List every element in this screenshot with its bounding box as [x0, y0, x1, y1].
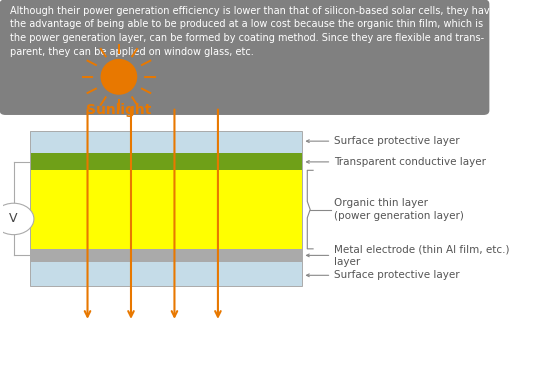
Bar — [30, 153, 302, 170]
Bar — [30, 131, 302, 286]
Bar — [30, 262, 302, 286]
Text: Sunlight: Sunlight — [86, 103, 152, 117]
Circle shape — [0, 203, 34, 235]
Text: Surface protective layer: Surface protective layer — [334, 136, 460, 146]
Text: V: V — [9, 212, 18, 226]
Text: Although their power generation efficiency is lower than that of silicon-based s: Although their power generation efficien… — [10, 6, 496, 56]
Text: Transparent conductive layer: Transparent conductive layer — [334, 157, 486, 167]
Text: Surface protective layer: Surface protective layer — [334, 270, 460, 280]
Bar — [30, 170, 302, 249]
Bar — [30, 131, 302, 153]
Ellipse shape — [100, 59, 137, 95]
Text: Metal electrode (thin Al film, etc.)
layer: Metal electrode (thin Al film, etc.) lay… — [334, 244, 509, 267]
Bar — [30, 249, 302, 262]
Text: Organic thin layer
(power generation layer): Organic thin layer (power generation lay… — [334, 199, 464, 221]
FancyBboxPatch shape — [0, 0, 489, 115]
